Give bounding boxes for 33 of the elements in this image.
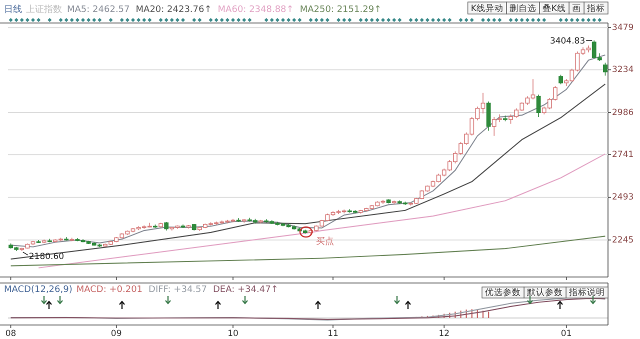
y-tick-label: 2493	[612, 192, 634, 203]
chart-title: 日线	[4, 4, 22, 15]
annotation: 默认参数	[526, 287, 563, 298]
x-tick-label: 12	[438, 329, 450, 339]
text: MA250: 2151.29↑	[300, 5, 382, 15]
x-tick-label: 09	[110, 329, 122, 339]
text: DIFF: +34.57	[148, 285, 207, 295]
annotation: 指标说明	[568, 287, 605, 298]
x-tick-label: 08	[5, 329, 16, 339]
chart-title: MACD(12,26,9)	[4, 285, 72, 295]
y-tick-label: 2741	[612, 150, 634, 160]
text: MA20: 2423.76↑	[136, 5, 212, 15]
x-tick-label: 11	[328, 329, 338, 339]
text: MACD: +0.201	[76, 285, 143, 295]
text: 叠K线	[542, 3, 566, 14]
text: 删自选	[509, 3, 536, 14]
text: MA60: 2348.88↑	[218, 5, 294, 15]
text: 3404.83	[550, 36, 586, 46]
annotation: 优选参数	[485, 287, 521, 298]
x-tick-label: 10	[228, 329, 238, 339]
y-tick-label: 2245	[612, 235, 634, 246]
y-tick-label: 2986	[612, 108, 634, 118]
text: DEA: +34.47↑	[213, 285, 278, 295]
text: K线异动	[470, 3, 504, 14]
text: 指标	[586, 3, 605, 14]
y-tick-label: 3234	[612, 65, 634, 76]
chart-subtitle: 上证指数	[26, 4, 62, 15]
text: 画	[572, 4, 581, 14]
text: MA5: 2462.57	[67, 5, 130, 15]
annotation: 买点	[316, 236, 334, 247]
x-tick-label: 01	[560, 329, 572, 339]
text: 2180.60	[28, 252, 64, 262]
y-tick-label: 3479	[612, 22, 634, 33]
